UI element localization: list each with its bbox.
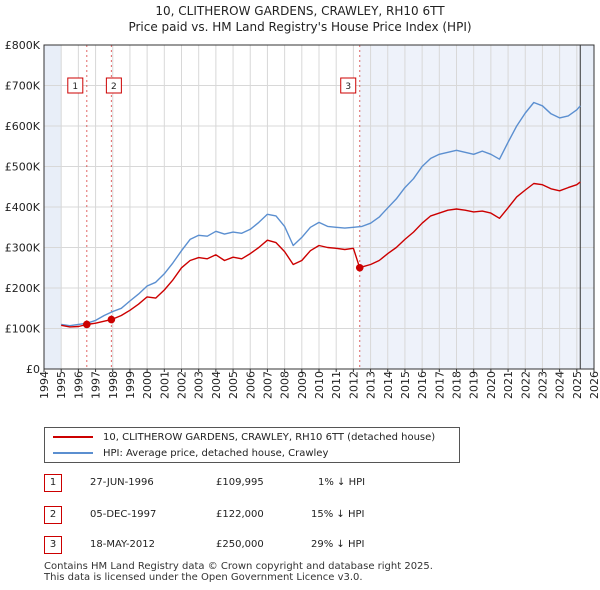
x-tick-label: 2012 xyxy=(347,371,360,399)
hpi-line xyxy=(61,101,581,327)
x-tick-label: 1998 xyxy=(107,371,120,399)
sale-point xyxy=(355,263,364,272)
sale-hpi-diff: 29% ↓ HPI xyxy=(311,539,365,550)
x-tick-label: 2013 xyxy=(365,371,378,399)
x-tick-label: 2011 xyxy=(330,371,343,399)
chart-subtitle: Price paid vs. HM Land Registry's House … xyxy=(128,20,472,34)
sale-marker-badge: 1 xyxy=(44,474,62,492)
sale-hpi-diff: 15% ↓ HPI xyxy=(311,509,365,520)
x-tick-label: 2007 xyxy=(261,371,274,399)
footer: Contains HM Land Registry data © Crown c… xyxy=(44,561,433,583)
x-tick-label: 1995 xyxy=(55,371,68,399)
x-tick-label: 2000 xyxy=(141,371,154,399)
sale-date: 18-MAY-2012 xyxy=(90,539,156,550)
x-tick-label: 2023 xyxy=(536,371,549,399)
sale-hpi-diff: 1% ↓ HPI xyxy=(318,477,366,488)
y-tick-label: £100K xyxy=(5,323,41,336)
footer-licence: This data is licensed under the Open Gov… xyxy=(44,572,363,583)
x-tick-label: 2021 xyxy=(502,371,515,399)
sale-label: 2 xyxy=(111,82,117,92)
property-price-line xyxy=(61,181,581,328)
sale-date: 27-JUN-1996 xyxy=(90,477,154,488)
chart-title: 10, CLITHEROW GARDENS, CRAWLEY, RH10 6TT xyxy=(155,4,445,18)
sale-label-box xyxy=(105,77,122,94)
chart-legend: 10, CLITHEROW GARDENS, CRAWLEY, RH10 6TT… xyxy=(44,427,460,463)
x-tick-label: 2016 xyxy=(416,371,429,399)
sale-price: £122,000 xyxy=(216,509,264,520)
x-tick-label: 2008 xyxy=(279,371,292,399)
x-tick-label: 2026 xyxy=(588,371,600,399)
sale-marker-badge: 2 xyxy=(44,506,62,524)
price-chart: 1 2 3 £0 £100K £200K £300K £400K £500K £600K £700K… xyxy=(5,39,600,399)
x-tick-label: 2002 xyxy=(176,371,189,399)
sale-point xyxy=(107,315,116,324)
x-tick-label: 2015 xyxy=(399,371,412,399)
x-tick-label: 2019 xyxy=(468,371,481,399)
x-tick-label: 2017 xyxy=(433,371,446,399)
x-tick-label: 1994 xyxy=(38,371,51,399)
x-tick-label: 1996 xyxy=(72,371,85,399)
sale-label-box xyxy=(67,77,84,94)
sale-marker-badge: 3 xyxy=(44,536,62,554)
sale-label: 1 xyxy=(72,82,78,92)
legend-label-hpi: HPI: Average price, detached house, Craw… xyxy=(103,447,329,459)
x-tick-label: 2006 xyxy=(244,371,257,399)
legend-label-property: 10, CLITHEROW GARDENS, CRAWLEY, RH10 6TT… xyxy=(103,431,436,443)
x-tick-label: 2024 xyxy=(554,371,567,399)
sale-date: 05-DEC-1997 xyxy=(90,509,157,520)
x-tick-label: 2020 xyxy=(485,371,498,399)
y-tick-label: £200K xyxy=(5,282,41,295)
sale-label-box xyxy=(340,77,357,94)
x-tick-label: 2014 xyxy=(382,371,395,399)
y-tick-label: £600K xyxy=(5,120,41,133)
x-tick-label: 2018 xyxy=(451,371,464,399)
sale-price: £109,995 xyxy=(216,477,264,488)
y-tick-label: £400K xyxy=(5,201,41,214)
x-tick-label: 2010 xyxy=(313,371,326,399)
y-tick-label: £0 xyxy=(26,363,40,376)
legend-item-property: 10, CLITHEROW GARDENS, CRAWLEY, RH10 6TT… xyxy=(53,430,435,444)
sale-label: 3 xyxy=(345,82,351,92)
x-tick-label: 2005 xyxy=(227,371,240,399)
x-tick-label: 2004 xyxy=(210,371,223,399)
legend-swatch-property xyxy=(53,436,93,438)
y-tick-label: £800K xyxy=(5,39,41,52)
y-tick-label: £500K xyxy=(5,161,41,174)
legend-swatch-hpi xyxy=(53,452,93,454)
legend-item-hpi: HPI: Average price, detached house, Craw… xyxy=(53,446,328,460)
sale-price: £250,000 xyxy=(216,539,264,550)
x-tick-label: 2025 xyxy=(571,371,584,399)
x-tick-label: 2022 xyxy=(519,371,532,399)
footer-copyright: Contains HM Land Registry data © Crown c… xyxy=(44,561,433,572)
sale-point xyxy=(82,320,91,329)
y-tick-label: £300K xyxy=(5,242,41,255)
x-tick-label: 1997 xyxy=(90,371,103,399)
x-tick-label: 2003 xyxy=(193,371,206,399)
x-tick-label: 2009 xyxy=(296,371,309,399)
y-tick-label: £700K xyxy=(5,80,41,93)
x-tick-label: 1999 xyxy=(124,371,137,399)
x-tick-label: 2001 xyxy=(158,371,171,399)
